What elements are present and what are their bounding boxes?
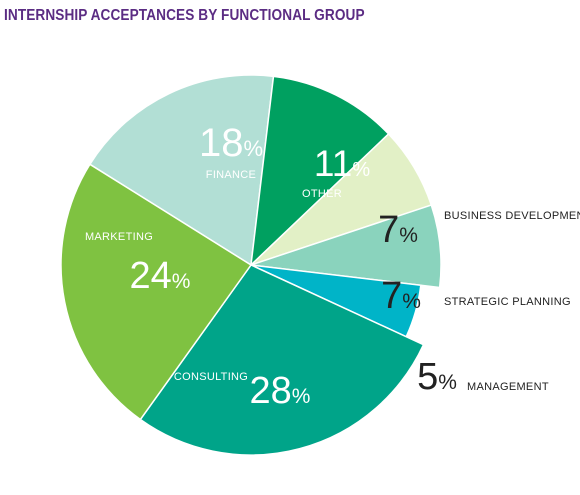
category-label-consulting: CONSULTING [174,371,248,383]
category-label-finance: FINANCE [206,169,256,181]
chart-title: INTERNSHIP ACCEPTANCES BY FUNCTIONAL GRO… [4,7,365,24]
category-label-management: MANAGEMENT [467,381,549,393]
value-label-marketing: 24% [130,255,191,297]
category-label-marketing: MARKETING [85,231,153,243]
value-label-consulting: 28% [250,370,311,412]
value-label-finance: 18% [199,121,263,165]
category-label-other: OTHER [302,188,342,200]
category-label-business-development: BUSINESS DEVELOPMENT [444,210,580,222]
pie-slice-consulting [139,264,425,456]
value-label-strategic-planning: 7% [381,275,421,317]
value-label-management: 5% [417,356,457,398]
pie-slice-finance [88,74,275,267]
pie-slice-marketing [60,163,253,421]
category-label-strategic-planning: STRATEGIC PLANNING [444,296,571,308]
value-label-business-development: 7% [378,209,418,251]
value-label-other: 11% [314,143,370,184]
pie-slice-other [250,75,390,267]
pie-slice-strategic-planning [250,204,442,289]
